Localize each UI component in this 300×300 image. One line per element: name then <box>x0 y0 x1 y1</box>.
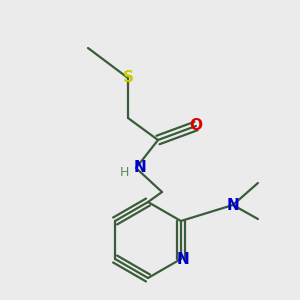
Text: N: N <box>134 160 146 175</box>
Text: S: S <box>122 70 134 86</box>
Text: H: H <box>119 166 129 178</box>
Text: N: N <box>226 197 239 212</box>
Text: N: N <box>176 251 189 266</box>
Text: O: O <box>190 118 202 134</box>
